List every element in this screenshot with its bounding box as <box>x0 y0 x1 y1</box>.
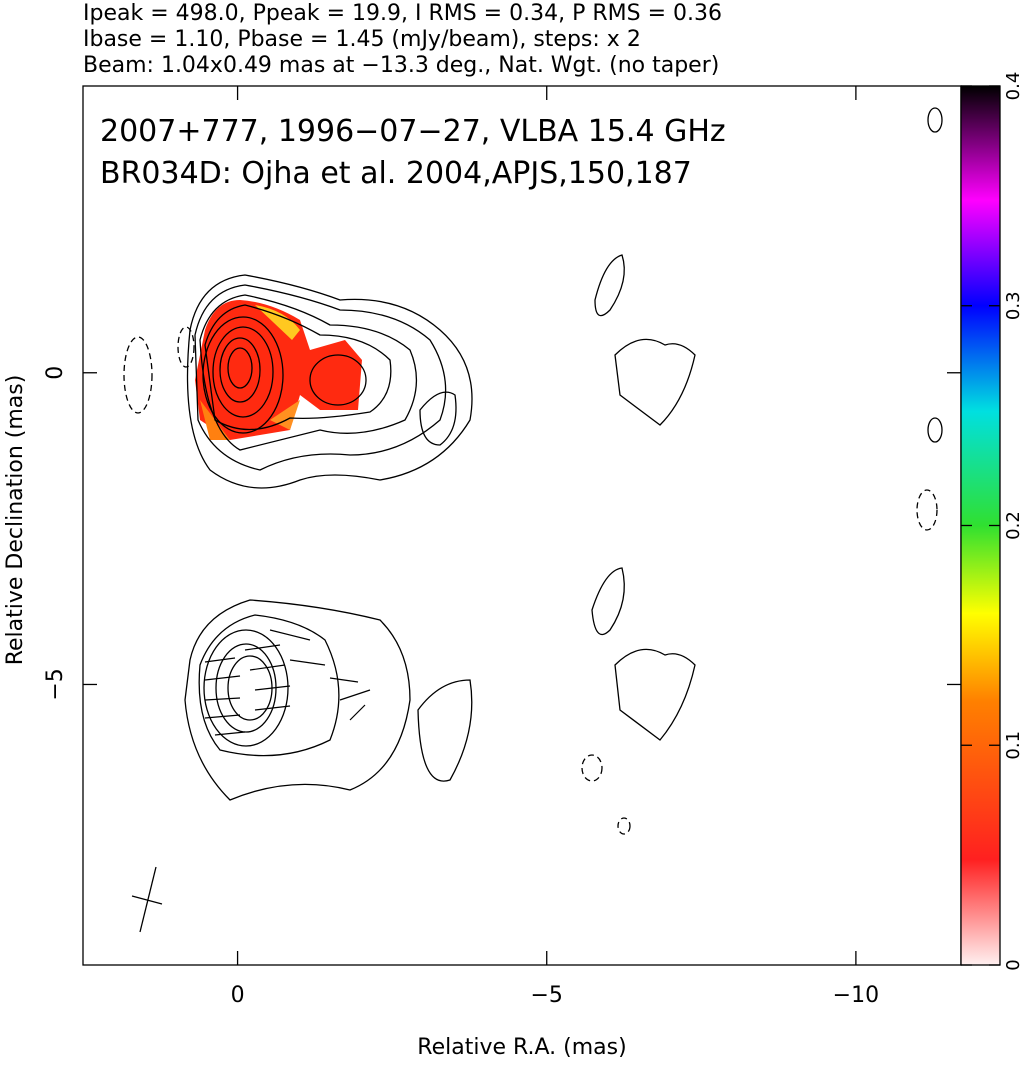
colorbar-tick-label: 0.3 <box>1003 291 1022 320</box>
contours <box>123 107 943 835</box>
colorbar-tick-label: 0 <box>1003 959 1022 970</box>
colorbar-tick-label: 0.1 <box>1003 731 1022 760</box>
y-tick-label: 0 <box>43 366 68 380</box>
beam <box>131 866 163 933</box>
colorbar-tick-label: 0.4 <box>1003 72 1022 101</box>
header-line: Beam: 1.04x0.49 mas at −13.3 deg., Nat. … <box>83 53 719 78</box>
axes: 0 −5 −10 0 −5 0 0.1 0.2 0.3 0.4 <box>43 72 1022 1008</box>
annotation: BR034D: Ojha et al. 2004,APJS,150,187 <box>100 156 692 191</box>
x-tick-label: 0 <box>231 983 245 1008</box>
y-axis-label: Relative Declination (mas) <box>3 375 28 666</box>
polarization-vectors <box>204 629 371 736</box>
header-line: Ipeak = 498.0, Ppeak = 19.9, I RMS = 0.3… <box>83 1 722 26</box>
plot-frame <box>82 85 962 966</box>
x-axis-label: Relative R.A. (mas) <box>417 1035 626 1060</box>
x-tick-label: −10 <box>833 983 879 1008</box>
y-tick-label: −5 <box>43 668 68 700</box>
colorbar-tick-label: 0.2 <box>1003 511 1022 540</box>
annotation: 2007+777, 1996−07−27, VLBA 15.4 GHz <box>100 114 726 149</box>
header-line: Ibase = 1.10, Pbase = 1.45 (mJy/beam), s… <box>83 27 641 52</box>
x-tick-label: −5 <box>531 983 563 1008</box>
